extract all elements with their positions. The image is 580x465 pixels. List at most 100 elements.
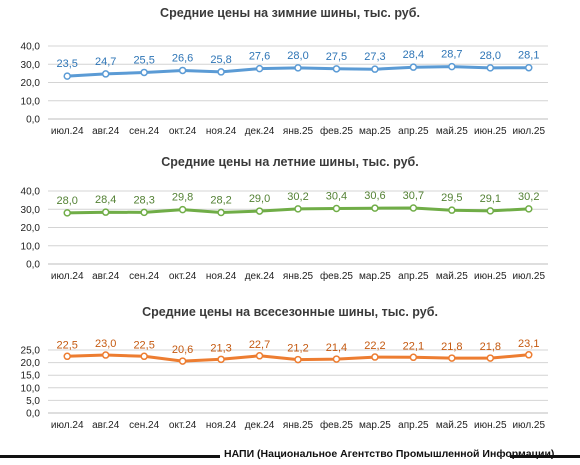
allseason-data-point	[140, 352, 148, 361]
summer-data-label: 28,4	[95, 194, 116, 206]
winter-data-point	[371, 65, 379, 73]
winter-x-tick-label: фев.25	[320, 125, 353, 137]
allseason-y-tick-label: 20,0	[21, 358, 41, 369]
allseason-data-point	[409, 353, 418, 362]
winter-data-label: 27,3	[364, 51, 385, 63]
winter-data-point	[63, 72, 71, 80]
summer-data-point	[332, 204, 341, 213]
winter-x-tick-label: ноя.24	[206, 126, 237, 137]
summer-x-tick-label: июл.24	[51, 271, 84, 282]
winter-x-tick-label: мар.25	[359, 126, 391, 137]
winter-y-tick-label: 10,0	[21, 96, 41, 107]
summer-data-point	[63, 209, 71, 217]
allseason-data-label: 22,5	[133, 339, 154, 351]
winter-data-point	[525, 63, 533, 72]
allseason-chart: Средние цены на всесезонные шины, тыс. р…	[21, 305, 548, 431]
allseason-data-point	[217, 355, 225, 364]
summer-data-label: 30,7	[403, 190, 424, 202]
allseason-chart-title: Средние цены на всесезонные шины, тыс. р…	[142, 305, 438, 319]
summer-data-point	[371, 204, 379, 212]
winter-x-tick-label: дек.24	[245, 126, 275, 137]
charts-canvas: Средние цены на зимние шины, тыс. руб. 0,…	[21, 6, 548, 431]
summer-data-label: 29,1	[480, 193, 501, 205]
summer-data-label: 30,2	[518, 191, 539, 203]
summer-y-tick-label: 20,0	[21, 223, 41, 234]
summer-y-tick-label: 40,0	[21, 187, 41, 198]
summer-data-label: 30,4	[326, 191, 347, 203]
allseason-data-label: 23,1	[518, 338, 539, 350]
winter-data-point	[255, 64, 264, 73]
source-rule-left	[0, 455, 220, 458]
summer-data-point	[217, 208, 225, 217]
summer-data-point	[178, 205, 187, 214]
allseason-data-point	[294, 355, 302, 364]
winter-data-point	[140, 68, 148, 77]
winter-data-point	[448, 62, 456, 71]
allseason-x-tick-label: мар.25	[359, 420, 391, 431]
winter-x-tick-label: окт.24	[169, 126, 197, 137]
winter-x-tick-label: май.25	[436, 126, 468, 137]
allseason-data-point	[486, 354, 495, 362]
summer-data-label: 28,2	[210, 195, 231, 207]
winter-data-label: 26,6	[172, 52, 193, 64]
allseason-x-tick-label: фев.25	[320, 419, 353, 431]
summer-y-tick-label: 30,0	[21, 205, 41, 216]
source-footer: НАПИ (Национальное Агентство Промышленно…	[0, 447, 580, 465]
summer-data-label: 29,5	[441, 192, 462, 204]
allseason-data-label: 23,0	[95, 338, 116, 350]
allseason-y-tick-label: 10,0	[21, 383, 41, 394]
allseason-x-tick-label: сен.24	[129, 420, 159, 431]
source-text: НАПИ (Национальное Агентство Промышленно…	[224, 448, 555, 460]
winter-chart-title: Средние цены на зимние шины, тыс. руб.	[160, 6, 420, 20]
summer-data-point	[140, 208, 148, 217]
winter-data-label: 28,0	[480, 50, 501, 62]
winter-y-tick-label: 0,0	[26, 115, 40, 126]
summer-x-tick-label: сен.24	[129, 271, 159, 282]
allseason-data-label: 21,8	[480, 341, 501, 353]
summer-x-tick-label: авг.24	[92, 271, 120, 282]
summer-x-tick-label: окт.24	[169, 271, 197, 282]
winter-data-label: 27,5	[326, 51, 347, 63]
winter-x-tick-label: сен.24	[129, 126, 159, 137]
winter-y-tick-label: 40,0	[21, 42, 41, 53]
summer-x-tick-label: май.25	[436, 271, 468, 282]
winter-data-label: 28,0	[287, 50, 308, 62]
summer-x-tick-label: дек.24	[245, 271, 275, 282]
allseason-x-tick-label: авг.24	[92, 420, 120, 431]
winter-data-label: 25,8	[210, 54, 231, 66]
winter-data-point	[178, 66, 187, 75]
summer-x-tick-label: июн.25	[474, 271, 507, 282]
allseason-data-label: 22,7	[249, 339, 270, 351]
winter-data-label: 27,6	[249, 51, 270, 63]
winter-data-point	[332, 65, 341, 73]
summer-data-point	[486, 207, 495, 215]
winter-data-point	[294, 64, 302, 72]
allseason-x-tick-label: июл.24	[51, 420, 84, 431]
summer-y-tick-label: 0,0	[26, 260, 40, 271]
winter-x-tick-label: июн.25	[474, 126, 507, 137]
summer-data-point	[294, 205, 302, 213]
winter-x-tick-label: авг.24	[92, 126, 120, 137]
summer-chart: Средние цены на летние шины, тыс. руб. 0,…	[21, 155, 548, 282]
summer-data-label: 28,0	[57, 195, 78, 207]
allseason-data-point	[63, 352, 71, 361]
winter-data-label: 23,5	[57, 58, 78, 70]
summer-x-tick-label: мар.25	[359, 271, 391, 282]
summer-data-label: 29,0	[249, 193, 270, 205]
allseason-data-label: 21,3	[210, 342, 231, 354]
winter-x-tick-label: янв.25	[283, 126, 314, 137]
allseason-y-tick-label: 5,0	[26, 396, 40, 407]
allseason-y-tick-label: 15,0	[21, 371, 41, 382]
allseason-data-point	[255, 352, 264, 360]
allseason-x-tick-label: апр.25	[398, 420, 429, 431]
summer-data-label: 30,2	[287, 191, 308, 203]
allseason-x-tick-label: янв.25	[283, 420, 314, 431]
summer-data-label: 30,6	[364, 190, 385, 202]
winter-y-tick-label: 20,0	[21, 78, 41, 89]
allseason-data-point	[101, 351, 110, 359]
winter-data-label: 28,1	[518, 50, 539, 62]
winter-x-tick-label: апр.25	[398, 126, 429, 137]
allseason-data-label: 22,1	[403, 340, 424, 352]
allseason-data-label: 21,4	[326, 342, 347, 354]
summer-data-point	[525, 205, 533, 213]
